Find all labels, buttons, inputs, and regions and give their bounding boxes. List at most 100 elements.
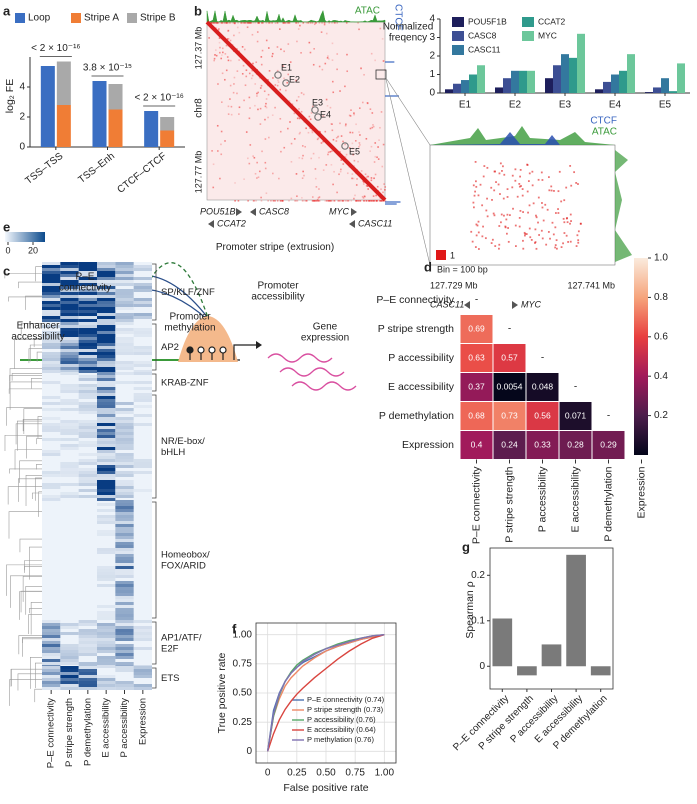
hic-contact	[368, 200, 370, 202]
heatmap-cell	[97, 578, 116, 581]
heatmap-cell	[115, 608, 134, 611]
hic-contact	[357, 160, 359, 163]
heatmap-cell	[97, 533, 116, 536]
inset-contact	[498, 243, 501, 246]
heatmap-cell	[133, 301, 152, 304]
dendrogram	[9, 679, 42, 706]
heatmap-cell	[115, 402, 134, 405]
hic-contact	[219, 177, 221, 180]
heatmap-cell	[97, 322, 116, 325]
cell-label: 0.56	[534, 410, 551, 420]
inset-contact	[494, 245, 497, 247]
atac-track	[430, 126, 615, 145]
hic-contact	[311, 22, 314, 24]
hic-contact	[262, 22, 264, 24]
heatmap-cell	[78, 662, 97, 665]
heatmap-cell	[115, 626, 134, 629]
hic-contact	[254, 22, 257, 24]
legend-swatch	[127, 13, 137, 23]
inset-contact	[541, 237, 544, 240]
heatmap-cell	[78, 432, 97, 435]
dendrogram	[30, 601, 42, 635]
hic-contact	[366, 102, 369, 105]
heatmap-cell	[115, 554, 134, 557]
heatmap-cell	[78, 262, 97, 265]
heatmap-cell	[115, 295, 134, 298]
hic-contact	[252, 22, 255, 24]
schematic-label: Promoter methylation	[164, 311, 215, 333]
heatmap-cell	[115, 539, 134, 542]
hic-contact	[305, 200, 308, 202]
y-tick-label: 4	[429, 14, 435, 25]
inset-contact	[528, 204, 531, 207]
cell-label: 0.048	[532, 381, 554, 391]
hic-contact	[261, 150, 263, 153]
inset-contact	[532, 202, 535, 205]
heatmap-cell	[97, 465, 116, 468]
hic-contact	[268, 136, 270, 139]
heatmap-cell	[97, 548, 116, 551]
hic-contact	[251, 33, 254, 36]
inset-contact	[548, 189, 551, 192]
hic-contact	[225, 69, 228, 72]
bar	[519, 70, 527, 93]
hic-contact	[318, 188, 320, 190]
y-tick-label: 0	[479, 661, 485, 672]
bar	[541, 644, 562, 667]
hic-contact	[264, 161, 267, 164]
hic-contact	[379, 126, 381, 129]
dendrogram	[29, 344, 42, 362]
hic-contact	[309, 127, 311, 130]
hic-contact	[256, 161, 258, 164]
gene-arrow	[208, 220, 214, 228]
heatmap-cell	[133, 672, 152, 675]
column-label: E accessibility	[101, 698, 112, 758]
hic-contact	[331, 129, 334, 132]
hic-contact	[254, 83, 257, 85]
hic-contact	[368, 200, 370, 202]
inset-contact	[475, 180, 477, 183]
row-label: P demethylation	[379, 410, 454, 422]
heatmap-cell	[115, 662, 134, 665]
hic-contact	[303, 200, 306, 202]
hic-contact	[267, 79, 269, 81]
heatmap-cell	[133, 328, 152, 331]
schematic-label: Enhancer accessibility	[11, 320, 64, 342]
heatmap-cell	[60, 471, 79, 474]
inset-contact	[557, 208, 559, 210]
heatmap-cell	[78, 298, 97, 301]
inset-contact	[518, 183, 521, 185]
tss-arrow	[256, 341, 262, 349]
inset-contact	[471, 240, 474, 243]
heatmap-cell	[97, 551, 116, 554]
hic-contact	[305, 200, 307, 202]
hic-contact	[316, 200, 319, 202]
hic-contact	[276, 200, 279, 202]
dendrogram	[17, 673, 42, 691]
legend-swatch	[452, 45, 464, 55]
inset-contact	[535, 247, 538, 250]
hic-contact	[287, 43, 290, 45]
hic-contact	[372, 124, 374, 126]
hic-contact	[348, 147, 351, 149]
cell-label: 0.28	[567, 439, 584, 449]
heatmap-cell	[60, 626, 79, 629]
heatmap-cell	[60, 349, 79, 352]
hic-contact	[248, 22, 250, 24]
heatmap-cell	[115, 456, 134, 459]
inset-contact	[541, 179, 544, 181]
hic-contact	[233, 83, 235, 85]
heatmap-cell	[60, 307, 79, 310]
hic-contact	[326, 105, 329, 107]
hic-contact	[264, 138, 267, 140]
heatmap-cell	[115, 557, 134, 560]
heatmap-cell	[115, 280, 134, 283]
hic-contact	[260, 63, 263, 66]
inset-contact	[493, 214, 496, 217]
heatmap-cell	[78, 268, 97, 271]
hic-contact	[307, 131, 310, 134]
heatmap-cell	[42, 632, 61, 635]
inset-contact	[547, 231, 550, 233]
hic-contact	[234, 182, 236, 184]
heatmap-cell	[42, 292, 61, 295]
